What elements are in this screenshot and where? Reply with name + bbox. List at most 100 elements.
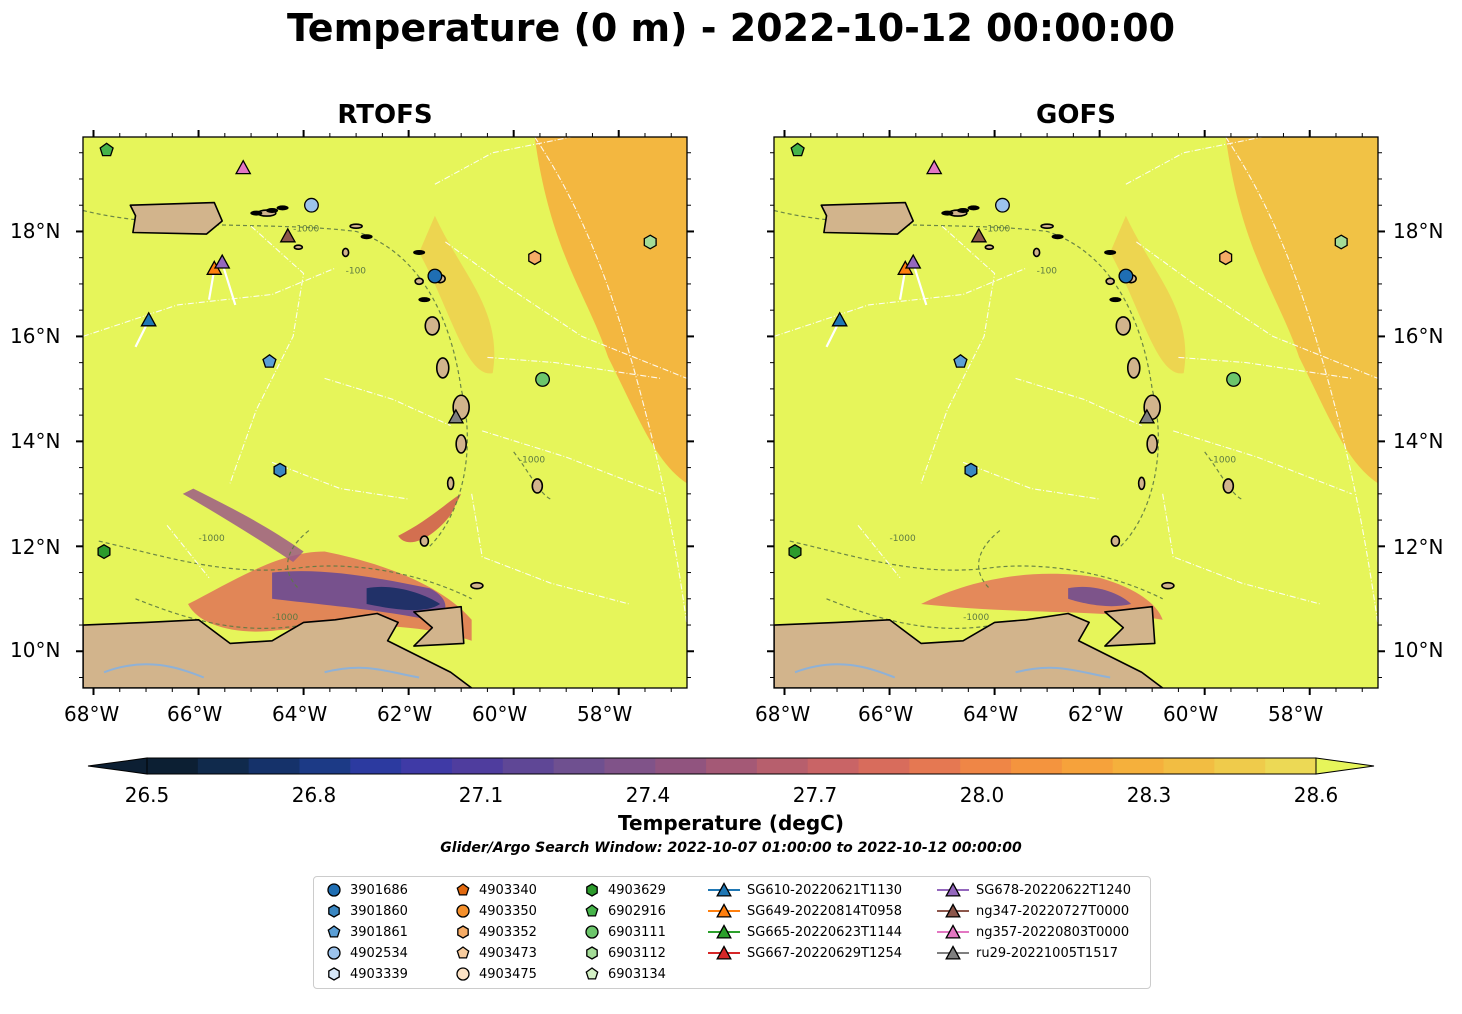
map-marker-3901860 <box>964 462 978 478</box>
eez-boundary <box>445 241 687 379</box>
glider-track <box>134 320 150 348</box>
map-marker-4902534 <box>304 197 319 213</box>
legend-circle-icon <box>585 925 599 939</box>
legend-label: 3901861 <box>350 924 408 940</box>
colorbar-tick-27-4: 27.4 <box>625 783 671 807</box>
legend-label: 6902916 <box>608 903 666 919</box>
legend-marker <box>327 946 341 960</box>
legend-marker <box>456 967 470 981</box>
eez-boundary <box>229 225 305 484</box>
legend-label: 4902534 <box>350 945 408 961</box>
contour-label: -100 <box>346 266 367 276</box>
cool-water-patch <box>188 551 472 641</box>
land-island <box>424 316 441 336</box>
legend-item-6903111: 6903111 <box>582 922 666 942</box>
colorbar-bins <box>147 758 1317 774</box>
contour-label: -1000 <box>890 534 916 544</box>
land-puerto-rico <box>129 201 223 235</box>
legend-item-4903340: 4903340 <box>453 880 537 900</box>
lat-label-18-left: 18°N <box>10 219 61 243</box>
legend-triangle-icon <box>708 945 740 960</box>
colorbar-extend-high <box>1315 757 1375 775</box>
map-marker-6903111 <box>1226 371 1242 387</box>
contour-label: -1000 <box>1210 455 1236 465</box>
legend-label: 4903473 <box>479 945 537 961</box>
eez-boundary <box>471 493 630 605</box>
bathymetry-contour <box>774 209 1159 547</box>
colorbar-bin <box>350 758 402 774</box>
contour-label: -1000 <box>293 224 319 234</box>
glider-track <box>207 269 216 300</box>
legend-label: SG678-20220622T1240 <box>976 882 1132 898</box>
colorbar-bin <box>807 758 860 774</box>
land-island <box>1032 247 1041 258</box>
cool-water-patch <box>272 571 446 620</box>
map-marker-3901861 <box>953 353 968 368</box>
legend-item-3901861: 3901861 <box>324 922 408 942</box>
land-islet <box>967 205 980 211</box>
land-islet <box>1109 297 1122 303</box>
glider-track <box>912 262 928 306</box>
contour-label: -1000 <box>984 224 1010 234</box>
colorbar-bin <box>1112 758 1165 774</box>
colorbar-bin <box>502 758 555 774</box>
map-frame <box>82 136 688 689</box>
lat-label-18-right: 18°N <box>1393 219 1444 243</box>
legend-label: SG665-20220623T1144 <box>747 924 903 940</box>
map-marker-SG610-20220621T1130 <box>140 311 157 327</box>
lat-label-16-left: 16°N <box>10 324 61 348</box>
contour-label: -1000 <box>272 613 298 623</box>
legend-marker <box>586 883 598 897</box>
land-island <box>1115 316 1132 336</box>
land-islet <box>360 234 373 240</box>
legend-marker <box>945 924 961 939</box>
land-island <box>984 244 995 250</box>
legend-circle-icon <box>327 946 341 960</box>
eez-boundary <box>1125 137 1263 185</box>
eez-boundary <box>962 461 1100 500</box>
legend-item-4903475: 4903475 <box>453 964 537 984</box>
land-islet <box>250 210 263 216</box>
legend-label: SG649-20220814T0958 <box>747 903 903 919</box>
legend-marker <box>456 904 470 918</box>
legend-marker <box>716 903 732 918</box>
river <box>794 663 896 679</box>
legend-marker <box>585 925 599 939</box>
map-marker-6902916 <box>790 142 805 157</box>
colorbar-bin <box>1214 758 1266 774</box>
land-island <box>1040 223 1054 230</box>
map-marker-ru29-20221005T1517 <box>447 408 465 424</box>
map-marker-6903112 <box>643 234 657 250</box>
bathymetry-contour <box>98 540 472 600</box>
eez-boundary <box>1225 137 1378 626</box>
land-island <box>1222 478 1235 494</box>
legend-marker <box>585 967 599 980</box>
land-islet <box>276 205 289 211</box>
legend-label: 6903134 <box>608 966 666 982</box>
colorbar-bin <box>1011 758 1063 774</box>
legend-label: ng347-20220727T0000 <box>976 903 1130 919</box>
lon-label-58-right: 58°W <box>1268 702 1324 726</box>
legend-label: 6903112 <box>608 945 666 961</box>
colorbar-bin <box>655 758 707 774</box>
colorbar-bin <box>858 758 910 774</box>
colorbar-frame <box>146 757 1317 775</box>
lon-label-60-left: 60°W <box>472 702 528 726</box>
land-island <box>257 209 277 217</box>
river <box>324 666 420 679</box>
eez-boundary <box>1015 377 1142 427</box>
land-puerto-rico <box>820 201 914 235</box>
legend-label: SG667-20220629T1254 <box>747 945 903 961</box>
bathymetry-contour <box>135 598 304 629</box>
lon-label-64-right: 64°W <box>963 702 1019 726</box>
lat-label-12-left: 12°N <box>10 535 61 559</box>
colorbar-bin <box>197 758 250 774</box>
land-island <box>293 244 304 250</box>
land-island <box>434 273 446 284</box>
map-marker-3901860 <box>273 462 287 478</box>
legend-marker <box>328 967 340 981</box>
panel-title-gofs: GOFS <box>1036 100 1116 130</box>
legend-triangle-icon <box>708 882 740 897</box>
legend-circle-icon <box>456 904 470 918</box>
warm-water-patch <box>1225 137 1378 484</box>
